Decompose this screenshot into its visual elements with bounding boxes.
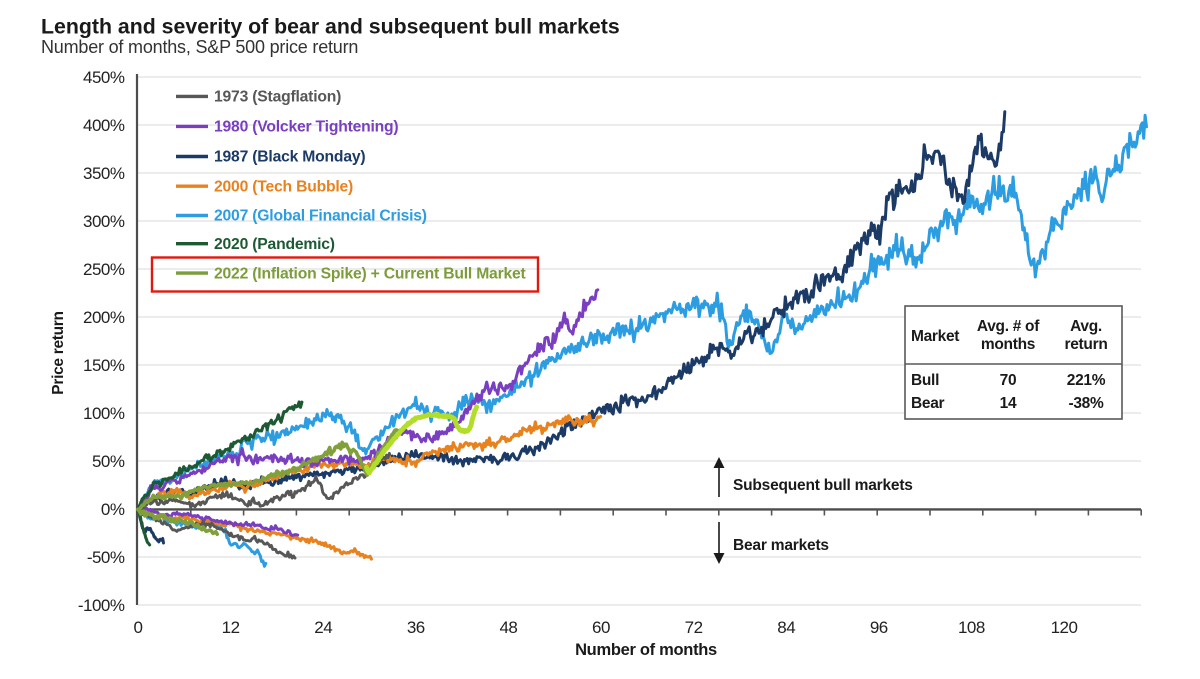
svg-text:2000 (Tech Bubble): 2000 (Tech Bubble) — [214, 178, 353, 195]
svg-text:2007 (Global Financial Crisis): 2007 (Global Financial Crisis) — [214, 208, 427, 225]
svg-text:221%: 221% — [1067, 372, 1106, 389]
svg-text:12: 12 — [222, 618, 240, 637]
svg-text:2020 (Pandemic): 2020 (Pandemic) — [214, 236, 335, 253]
svg-text:14: 14 — [1000, 395, 1017, 412]
svg-text:Number of months: Number of months — [575, 641, 717, 659]
svg-text:36: 36 — [407, 618, 425, 637]
svg-text:Length and severity of bear an: Length and severity of bear and subseque… — [41, 15, 620, 39]
svg-text:0: 0 — [134, 618, 143, 637]
svg-text:24: 24 — [314, 618, 332, 637]
svg-text:250%: 250% — [83, 260, 125, 279]
svg-text:Price return: Price return — [50, 311, 67, 394]
svg-text:Number of months, S&P 500 pric: Number of months, S&P 500 price return — [41, 37, 358, 57]
svg-text:300%: 300% — [83, 212, 125, 231]
svg-text:120: 120 — [1051, 618, 1078, 637]
svg-text:70: 70 — [1000, 372, 1017, 389]
svg-text:Bull: Bull — [911, 372, 939, 389]
svg-text:50%: 50% — [92, 452, 125, 471]
svg-text:Avg.: Avg. — [1070, 318, 1102, 335]
svg-text:150%: 150% — [83, 356, 125, 375]
svg-text:200%: 200% — [83, 308, 125, 327]
svg-text:-100%: -100% — [78, 596, 125, 615]
svg-text:450%: 450% — [83, 68, 125, 87]
svg-text:0%: 0% — [101, 500, 125, 519]
svg-text:Market: Market — [911, 328, 959, 345]
svg-text:-50%: -50% — [87, 548, 125, 567]
svg-text:350%: 350% — [83, 164, 125, 183]
svg-text:Subsequent bull markets: Subsequent bull markets — [733, 477, 913, 494]
svg-text:84: 84 — [777, 618, 795, 637]
svg-text:100%: 100% — [83, 404, 125, 423]
svg-text:Bear: Bear — [911, 395, 945, 412]
svg-text:72: 72 — [685, 618, 703, 637]
svg-text:108: 108 — [958, 618, 985, 637]
svg-text:48: 48 — [499, 618, 517, 637]
svg-text:60: 60 — [592, 618, 610, 637]
svg-text:2022 (Inflation Spike) + Curre: 2022 (Inflation Spike) + Current Bull Ma… — [214, 265, 527, 282]
svg-text:1980 (Volcker Tightening): 1980 (Volcker Tightening) — [214, 119, 398, 136]
svg-text:1987 (Black Monday): 1987 (Black Monday) — [214, 149, 365, 166]
svg-text:Avg. # of: Avg. # of — [977, 318, 1040, 335]
svg-text:1973 (Stagflation): 1973 (Stagflation) — [214, 89, 341, 106]
svg-text:Bear markets: Bear markets — [733, 537, 829, 554]
svg-text:96: 96 — [870, 618, 888, 637]
svg-text:months: months — [981, 336, 1035, 353]
svg-text:-38%: -38% — [1069, 395, 1105, 412]
svg-text:400%: 400% — [83, 116, 125, 135]
svg-text:return: return — [1065, 336, 1108, 353]
